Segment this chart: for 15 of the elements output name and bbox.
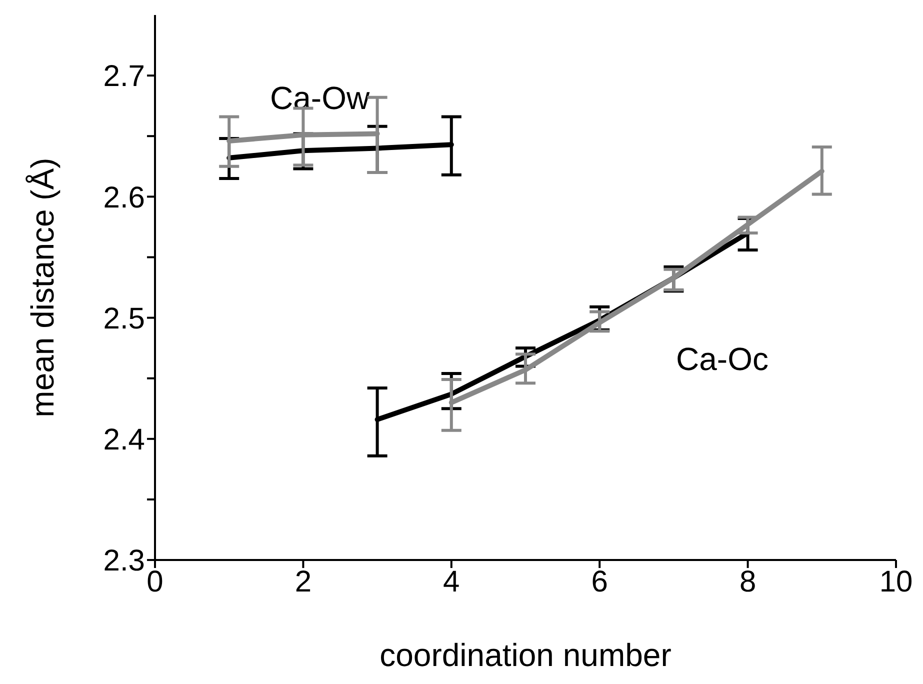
annotation: Ca-Ow xyxy=(270,80,370,116)
y-tick-label: 2.7 xyxy=(103,60,145,94)
x-tick-label: 2 xyxy=(294,565,312,598)
x-tick-label: 4 xyxy=(443,565,460,598)
x-tick-label: 8 xyxy=(739,565,756,598)
x-tick-label: 0 xyxy=(146,565,164,598)
y-tick-label: 2.4 xyxy=(103,424,145,457)
y-axis-title: mean distance (Å) xyxy=(24,158,60,418)
y-tick-label: 2.3 xyxy=(103,544,145,578)
x-tick-label: 10 xyxy=(879,565,913,598)
x-axis-title: coordination number xyxy=(380,637,672,673)
x-tick-label: 6 xyxy=(591,565,608,598)
annotation: Ca-Oc xyxy=(676,341,768,377)
y-tick-label: 2.6 xyxy=(103,181,145,214)
y-tick-label: 2.5 xyxy=(103,302,145,336)
